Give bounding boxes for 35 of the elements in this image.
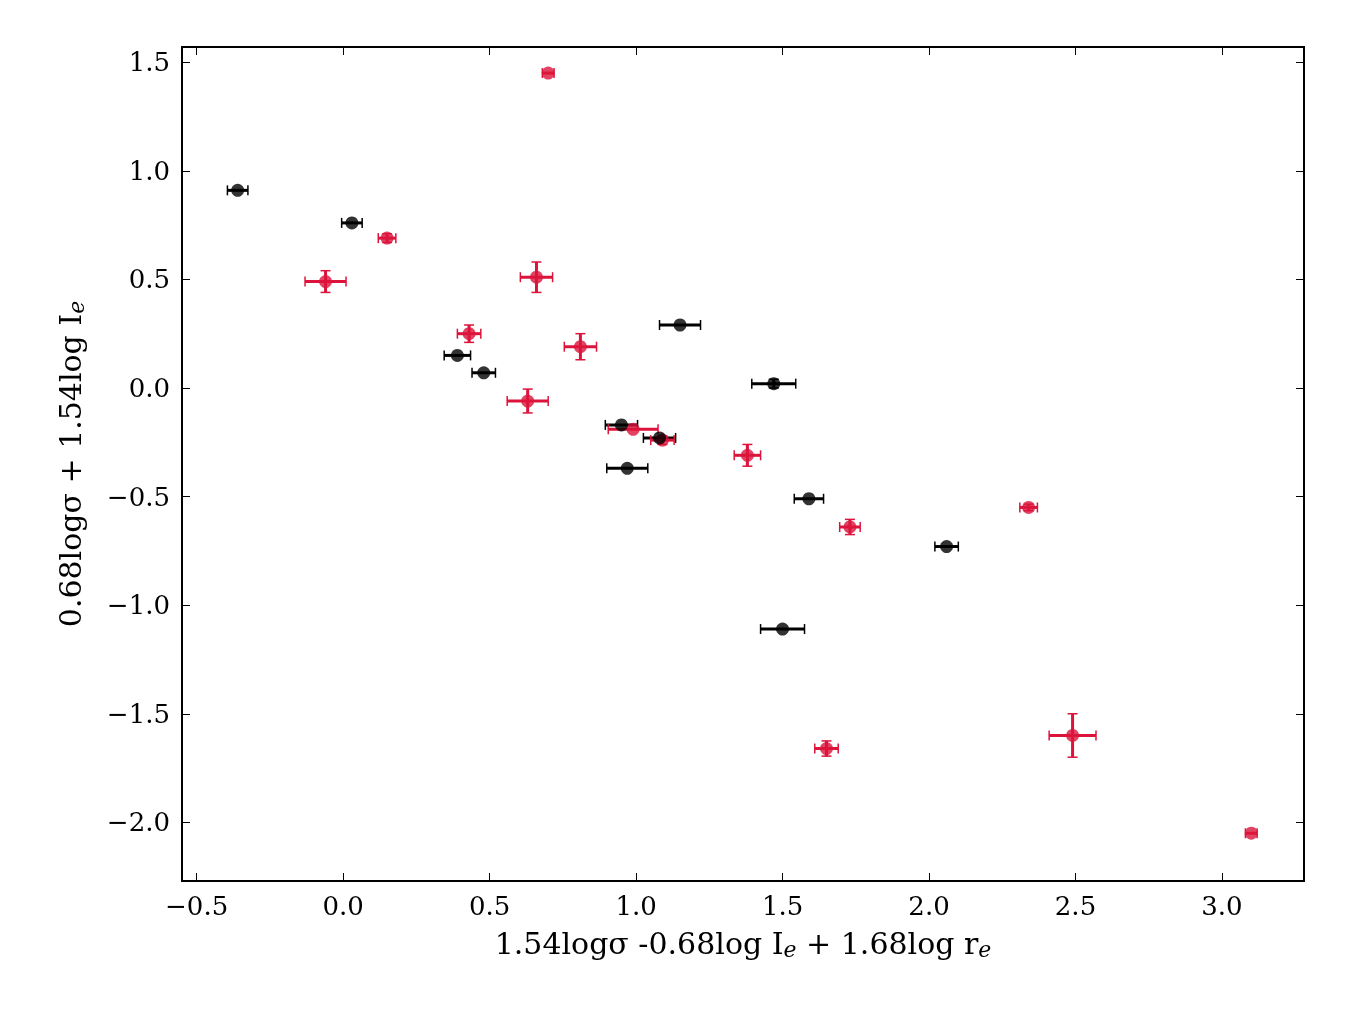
y-tick-label: 0.5 — [128, 264, 170, 295]
point — [1066, 728, 1080, 742]
x-axis-title: 1.54logσ -0.68log Ie + 1.68log re — [494, 925, 992, 962]
y-tick-label: 0.0 — [128, 372, 170, 403]
y-tick-label: −1.5 — [106, 698, 170, 729]
point — [620, 461, 634, 475]
y-tick-label: −1.0 — [106, 590, 170, 621]
point — [626, 422, 640, 436]
y-axis-title: 0.68logσ + 1.54log Ie — [52, 300, 89, 628]
point — [776, 622, 790, 636]
y-tick-label: 1.5 — [128, 47, 170, 78]
y-tick-label: −0.5 — [106, 481, 170, 512]
point — [802, 492, 816, 506]
point — [614, 418, 628, 432]
point — [529, 270, 543, 284]
x-tick-label: 0.5 — [468, 891, 511, 921]
y-tick-label: 1.0 — [128, 155, 170, 186]
x-tick-label: −0.5 — [165, 891, 229, 921]
x-tick-label: 0.0 — [322, 891, 364, 921]
point — [573, 340, 587, 354]
point — [740, 448, 754, 462]
point — [231, 183, 245, 197]
x-tick-label: 2.0 — [908, 891, 950, 921]
point — [319, 275, 333, 289]
point — [345, 216, 359, 230]
point — [940, 540, 954, 554]
x-tick-label: 2.5 — [1054, 891, 1097, 921]
point — [477, 366, 491, 380]
x-tick-label: 1.5 — [761, 891, 804, 921]
x-tick-label: 3.0 — [1201, 891, 1243, 921]
x-tick-label: 1.0 — [615, 891, 657, 921]
point — [521, 394, 535, 408]
point — [450, 348, 464, 362]
point — [673, 318, 687, 332]
y-tick-label: −2.0 — [106, 807, 170, 838]
